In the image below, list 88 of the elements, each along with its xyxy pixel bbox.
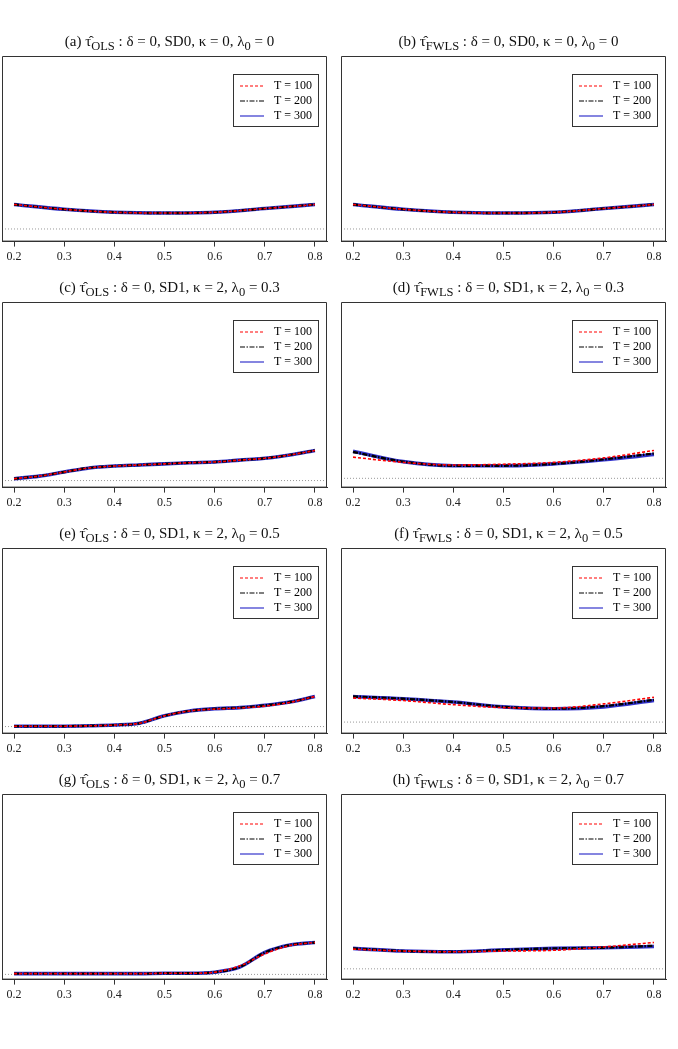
legend-label: T = 300	[613, 354, 651, 369]
legend-label: T = 300	[274, 846, 312, 861]
legend-label: T = 100	[274, 324, 312, 339]
x-tick-label: 0.3	[56, 986, 72, 1001]
legend-label: T = 300	[613, 600, 651, 615]
chart-title: (b) τ̂$_{FWLS}$ : δ = 0, SD0, κ = 0, λ$_{0}$ = 0	[397, 32, 620, 53]
x-tick-label: 0.7	[257, 494, 273, 509]
legend-label: T = 300	[274, 354, 312, 369]
x-tick-label: 0.3	[395, 986, 411, 1001]
x-tick-label: 0.6	[546, 740, 562, 755]
x-tick-label: 0.6	[207, 494, 223, 509]
x-tick-label: 0.7	[596, 986, 612, 1001]
x-tick-label: 0.7	[596, 494, 612, 509]
x-tick-label: 0.4	[106, 986, 122, 1001]
legend-label: T = 200	[274, 339, 312, 354]
x-tick-label: 0.8	[307, 494, 323, 509]
x-tick-label: 0.7	[257, 248, 273, 263]
legend-label: T = 300	[274, 600, 312, 615]
x-tick-label: 0.4	[106, 494, 122, 509]
legend-label: T = 100	[613, 78, 651, 93]
x-tick-label: 0.3	[56, 740, 72, 755]
legend-label: T = 200	[613, 831, 651, 846]
x-tick-label: 0.4	[106, 248, 122, 263]
legend-label: T = 100	[613, 816, 651, 831]
x-tick-label: 0.4	[445, 494, 461, 509]
x-tick-label: 0.6	[546, 248, 562, 263]
x-tick-label: 0.5	[496, 248, 511, 263]
legend-label: T = 300	[274, 108, 312, 123]
x-tick-label: 0.5	[496, 494, 511, 509]
chart-title: (c) τ̂$_{OLS}$ : δ = 0, SD1, κ = 2, λ$_{0}$ = 0.3	[58, 278, 281, 299]
x-tick-label: 0.6	[207, 740, 223, 755]
legend-label: T = 200	[613, 585, 651, 600]
legend-label: T = 100	[613, 570, 651, 585]
x-tick-label: 0.5	[496, 740, 511, 755]
chart-title: (a) τ̂$_{OLS}$ : δ = 0, SD0, κ = 0, λ$_{0}$ = 0	[63, 32, 276, 53]
x-tick-label: 0.6	[207, 986, 223, 1001]
x-tick-label: 0.5	[157, 986, 172, 1001]
legend-label: T = 200	[274, 585, 312, 600]
x-tick-label: 0.3	[56, 248, 72, 263]
legend-label: T = 100	[274, 78, 312, 93]
x-tick-label: 0.6	[546, 986, 562, 1001]
x-tick-label: 0.7	[596, 740, 612, 755]
x-tick-label: 0.2	[6, 494, 22, 509]
chart-title: (g) τ̂$_{OLS}$ : δ = 0, SD1, κ = 2, λ$_{0}$ = 0.7	[57, 770, 282, 791]
x-tick-label: 0.8	[307, 986, 323, 1001]
legend-label: T = 200	[274, 93, 312, 108]
x-tick-label: 0.4	[445, 740, 461, 755]
x-tick-label: 0.3	[395, 494, 411, 509]
x-tick-label: 0.6	[546, 494, 562, 509]
x-tick-label: 0.8	[646, 740, 662, 755]
x-tick-label: 0.7	[257, 986, 273, 1001]
x-tick-label: 0.4	[445, 248, 461, 263]
x-tick-label: 0.7	[596, 248, 612, 263]
x-tick-label: 0.4	[445, 986, 461, 1001]
x-tick-label: 0.6	[207, 248, 223, 263]
x-tick-label: 0.2	[6, 248, 22, 263]
x-tick-label: 0.8	[307, 248, 323, 263]
legend-label: T = 200	[613, 339, 651, 354]
chart-title: (d) τ̂$_{FWLS}$ : δ = 0, SD1, κ = 2, λ$_{0}$ = 0.3	[391, 278, 626, 299]
x-tick-label: 0.8	[646, 986, 662, 1001]
x-tick-label: 0.5	[496, 986, 511, 1001]
x-tick-label: 0.2	[345, 740, 361, 755]
x-tick-label: 0.2	[6, 740, 22, 755]
x-tick-label: 0.2	[345, 494, 361, 509]
x-tick-label: 0.7	[257, 740, 273, 755]
x-tick-label: 0.2	[345, 248, 361, 263]
legend-label: T = 100	[274, 570, 312, 585]
x-tick-label: 0.8	[307, 740, 323, 755]
legend-label: T = 200	[274, 831, 312, 846]
chart-title: (e) τ̂$_{OLS}$ : δ = 0, SD1, κ = 2, λ$_{0}$ = 0.5	[58, 524, 281, 545]
x-tick-label: 0.5	[157, 740, 172, 755]
x-tick-label: 0.8	[646, 494, 662, 509]
x-tick-label: 0.3	[56, 494, 72, 509]
x-tick-label: 0.8	[646, 248, 662, 263]
chart-title: (f) τ̂$_{FWLS}$ : δ = 0, SD1, κ = 2, λ$_{0}$ = 0.5	[393, 524, 624, 545]
x-tick-label: 0.3	[395, 248, 411, 263]
legend-label: T = 300	[613, 846, 651, 861]
x-tick-label: 0.5	[157, 248, 172, 263]
legend-label: T = 200	[613, 93, 651, 108]
legend-label: T = 100	[274, 816, 312, 831]
legend-label: T = 300	[613, 108, 651, 123]
chart-title: (h) τ̂$_{FWLS}$ : δ = 0, SD1, κ = 2, λ$_{0}$ = 0.7	[391, 770, 626, 791]
x-tick-label: 0.4	[106, 740, 122, 755]
x-tick-label: 0.2	[6, 986, 22, 1001]
x-tick-label: 0.2	[345, 986, 361, 1001]
x-tick-label: 0.3	[395, 740, 411, 755]
x-tick-label: 0.5	[157, 494, 172, 509]
legend-label: T = 100	[613, 324, 651, 339]
